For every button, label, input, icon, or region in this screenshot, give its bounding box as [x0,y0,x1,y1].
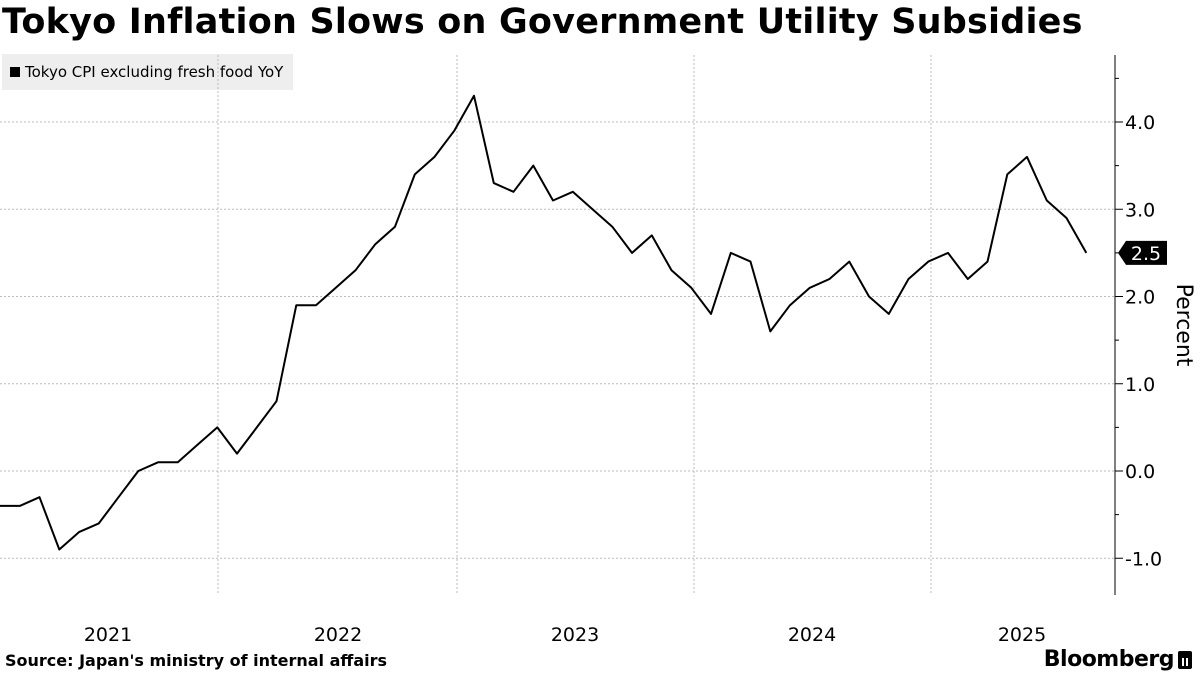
y-axis-title: Percent [1171,284,1196,367]
y-tick-label: 1.0 [1125,374,1155,396]
y-tick-label: 4.0 [1125,112,1155,134]
last-value-label: 2.5 [1131,243,1161,265]
legend: Tokyo CPI excluding fresh food YoY [2,54,294,90]
last-value-badge [1118,240,1167,265]
y-tick-label: -1.0 [1125,548,1162,570]
terminal-icon [1178,650,1192,669]
x-tick-label: 2023 [551,624,599,646]
chart-title: Tokyo Inflation Slows on Government Util… [2,2,1083,42]
brand-name: Bloomberg [1043,647,1175,672]
x-tick-label: 2021 [84,624,132,646]
brand-logo: Bloomberg [1044,647,1192,672]
x-tick-label: 2025 [998,624,1046,646]
x-tick-label: 2024 [788,624,836,646]
source-note: Source: Japan's ministry of internal aff… [5,651,388,670]
series-line [0,94,1088,551]
y-tick-label: 2.0 [1125,287,1155,309]
y-tick-label: 3.0 [1125,199,1155,221]
y-tick-label: 0.0 [1125,461,1155,483]
legend-label: Tokyo CPI excluding fresh food YoY [25,63,284,81]
x-tick-label: 2022 [314,624,362,646]
legend-swatch [10,67,20,77]
